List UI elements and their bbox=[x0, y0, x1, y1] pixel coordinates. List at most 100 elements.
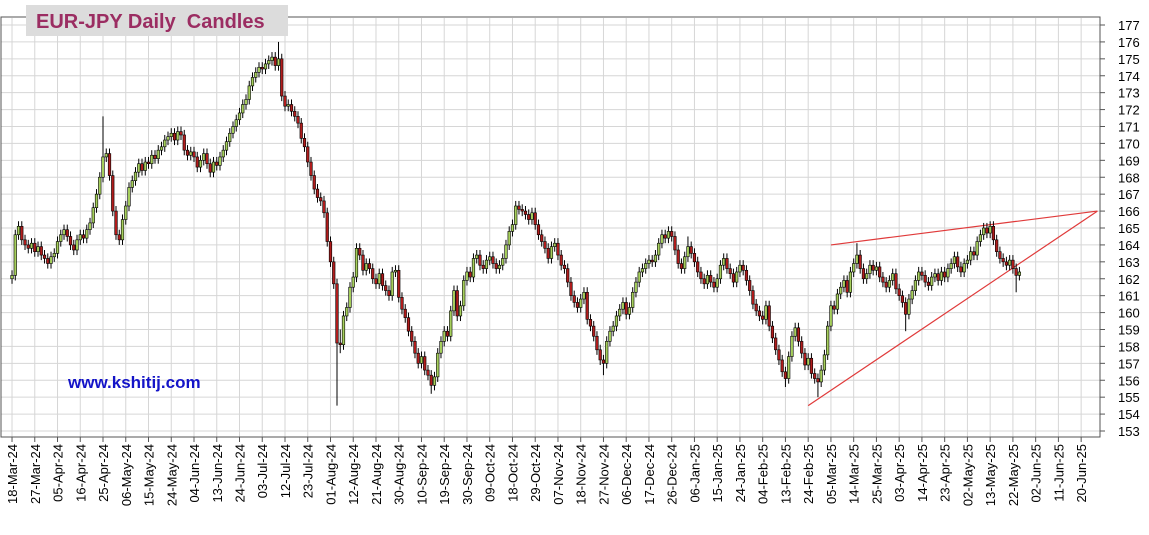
y-tick-label: 162 bbox=[1118, 272, 1140, 287]
candle-body bbox=[767, 305, 771, 327]
x-tick-label: 13-Jun-24 bbox=[210, 444, 225, 503]
candle-body bbox=[871, 264, 875, 271]
candle-body bbox=[510, 224, 515, 232]
candle-body bbox=[78, 234, 82, 241]
candle-body bbox=[172, 132, 177, 141]
candle-body bbox=[351, 276, 355, 288]
candle-body bbox=[429, 374, 433, 386]
candle-body bbox=[735, 271, 739, 283]
candle-body bbox=[949, 263, 953, 269]
candle-body bbox=[692, 253, 697, 263]
x-tick-label: 06-May-24 bbox=[119, 444, 134, 506]
candle-body bbox=[995, 239, 999, 252]
candle-body bbox=[354, 248, 359, 278]
candle-body bbox=[1001, 258, 1005, 263]
candle-body bbox=[55, 241, 60, 254]
candle-body bbox=[761, 315, 765, 320]
candle-body bbox=[712, 281, 716, 288]
y-tick-label: 173 bbox=[1118, 86, 1140, 101]
candles bbox=[10, 41, 1022, 406]
candle-body bbox=[20, 226, 24, 241]
candle-body bbox=[267, 60, 271, 65]
candle-body bbox=[16, 226, 21, 236]
candle-body bbox=[374, 278, 378, 285]
y-tick-label: 160 bbox=[1118, 306, 1140, 321]
candle-body bbox=[523, 210, 528, 215]
candle-body bbox=[829, 305, 833, 327]
candle-body bbox=[397, 269, 401, 298]
candle-body bbox=[543, 241, 547, 249]
candle-body bbox=[319, 197, 323, 202]
candle-body bbox=[582, 291, 586, 300]
candle-body bbox=[85, 229, 89, 239]
candle-body bbox=[738, 264, 742, 273]
candle-body bbox=[143, 161, 147, 171]
chart-title: EUR-JPY Daily Candles bbox=[36, 11, 265, 33]
candle-body bbox=[62, 229, 66, 236]
x-tick-label: 10-Sep-24 bbox=[414, 444, 429, 505]
candle-body bbox=[46, 258, 50, 264]
y-tick-label: 171 bbox=[1118, 120, 1140, 135]
plot-frame bbox=[0, 16, 1101, 438]
x-tick-label: 14-Mar-25 bbox=[847, 444, 862, 504]
x-tick-label: 07-Nov-24 bbox=[551, 444, 566, 505]
candle-body bbox=[241, 104, 245, 114]
candle-body bbox=[666, 231, 671, 239]
candle-body bbox=[163, 139, 167, 148]
candle-body bbox=[608, 330, 612, 342]
x-tick-label: 15-May-24 bbox=[142, 444, 157, 506]
x-tick-label: 25-Mar-25 bbox=[869, 444, 884, 504]
candle-body bbox=[309, 161, 313, 176]
x-tick-label: 20-Jun-25 bbox=[1074, 444, 1089, 503]
candle-body bbox=[783, 371, 788, 379]
candle-body bbox=[114, 210, 118, 236]
candle-body bbox=[962, 263, 966, 273]
y-tick-label: 154 bbox=[1118, 407, 1140, 422]
x-tick-label: 22-May-25 bbox=[1006, 444, 1021, 506]
x-tick-label: 29-Oct-24 bbox=[528, 444, 543, 502]
candle-body bbox=[858, 254, 862, 269]
candle-body bbox=[436, 352, 440, 378]
candle-body bbox=[273, 56, 277, 66]
candle-body bbox=[153, 154, 157, 159]
watermark: www.kshitij.com bbox=[67, 373, 201, 392]
candle-body bbox=[185, 149, 190, 156]
candle-body bbox=[793, 327, 797, 337]
candle-body bbox=[517, 205, 521, 210]
candle-body bbox=[117, 234, 121, 241]
candle-body bbox=[364, 263, 368, 271]
x-tick-label: 24-Jan-25 bbox=[733, 444, 748, 503]
candle-body bbox=[23, 239, 27, 246]
candle-body bbox=[1008, 259, 1012, 266]
candle-body bbox=[881, 276, 885, 283]
x-tick-label: 04-Jun-24 bbox=[187, 444, 202, 503]
candle-body bbox=[91, 207, 95, 224]
candle-body bbox=[852, 263, 856, 273]
candle-body bbox=[49, 256, 53, 264]
x-tick-label: 06-Dec-24 bbox=[619, 444, 634, 505]
candle-body bbox=[432, 376, 437, 386]
y-tick-label: 167 bbox=[1118, 187, 1140, 202]
candle-body bbox=[507, 231, 511, 246]
candle-body bbox=[390, 271, 394, 296]
y-tick-label: 168 bbox=[1118, 170, 1140, 185]
candle-body bbox=[627, 307, 632, 315]
candle-body bbox=[452, 290, 456, 312]
candle-body bbox=[10, 275, 14, 280]
candle-body bbox=[975, 241, 979, 256]
candle-body bbox=[533, 212, 537, 225]
candle-body bbox=[146, 161, 151, 165]
y-tick-label: 166 bbox=[1118, 204, 1140, 219]
candle-body bbox=[140, 163, 144, 171]
candle-body bbox=[403, 308, 407, 318]
candle-body bbox=[722, 258, 726, 266]
candle-body bbox=[312, 175, 316, 190]
y-tick-label: 174 bbox=[1118, 69, 1140, 84]
candle-body bbox=[660, 234, 664, 244]
x-tick-label: 12-Aug-24 bbox=[346, 444, 361, 505]
candle-body bbox=[283, 95, 287, 107]
candle-body bbox=[302, 138, 307, 148]
candle-body bbox=[926, 281, 931, 286]
candle-body bbox=[702, 278, 706, 285]
candle-body bbox=[59, 234, 63, 242]
